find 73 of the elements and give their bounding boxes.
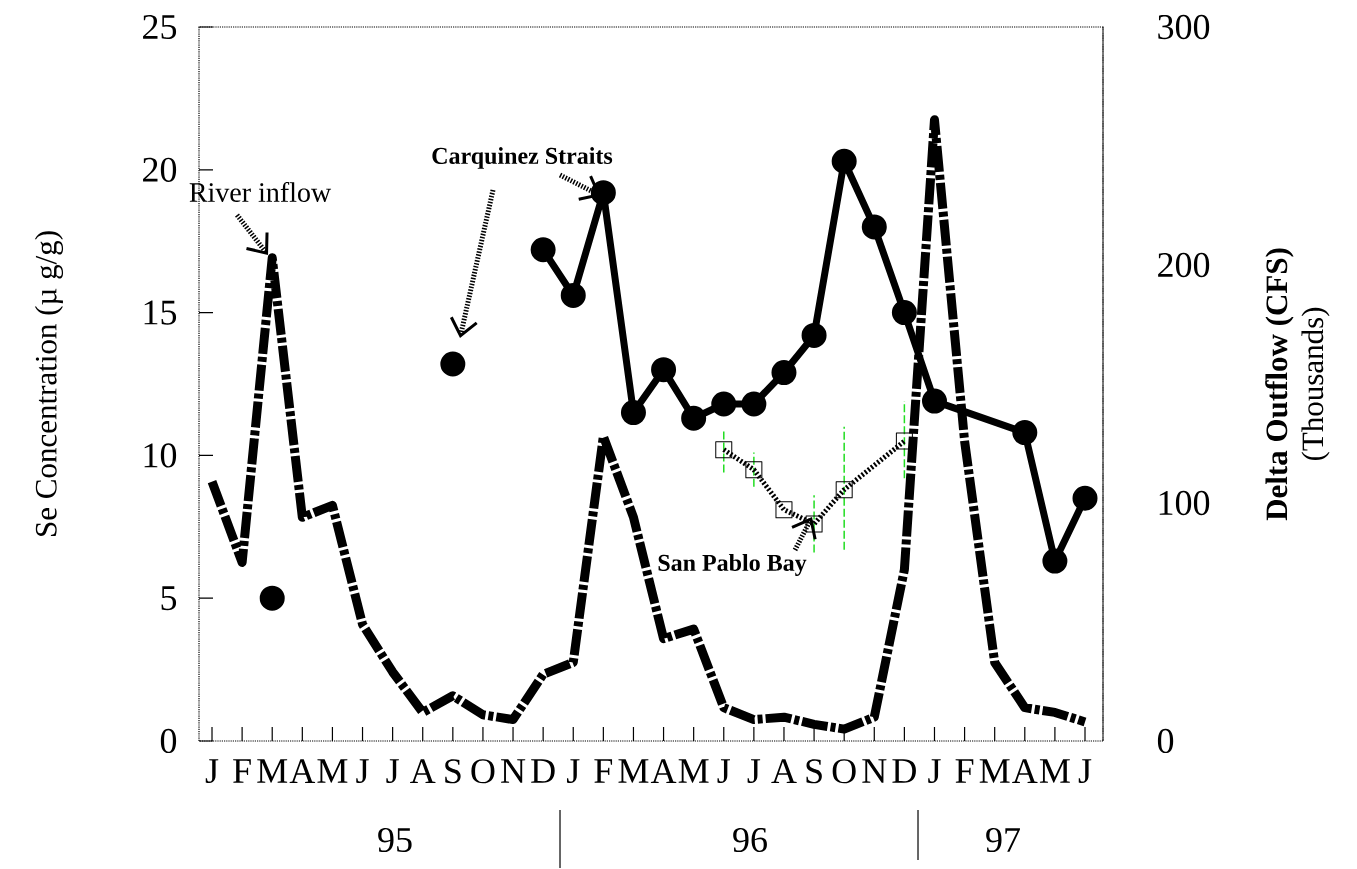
y-tick-label: 15 bbox=[144, 300, 177, 325]
y2-tick-label: 200 bbox=[1158, 252, 1210, 278]
x-tick-label: M bbox=[257, 759, 288, 783]
point bbox=[805, 515, 823, 533]
point bbox=[895, 432, 913, 450]
annotation: River inflow bbox=[189, 181, 332, 202]
x-tick-label: J bbox=[1078, 759, 1092, 784]
x-tick-label: D bbox=[531, 759, 555, 783]
point bbox=[711, 391, 737, 417]
x-tick-label: J bbox=[747, 759, 761, 784]
x-tick-label: A bbox=[771, 759, 797, 783]
point bbox=[835, 481, 853, 499]
point bbox=[771, 360, 797, 386]
y2-tick-label: 100 bbox=[1159, 490, 1210, 516]
point bbox=[530, 237, 556, 263]
y-tick-label: 25 bbox=[143, 14, 177, 40]
x-tick-label: J bbox=[717, 759, 731, 784]
x-tick-label: N bbox=[501, 759, 526, 783]
annotation: San Pablo Bay bbox=[658, 554, 807, 576]
x-tick-label: A bbox=[289, 759, 316, 783]
x-tick-label: S bbox=[806, 759, 822, 784]
point bbox=[741, 391, 767, 417]
x-tick-label: F bbox=[955, 759, 974, 783]
point bbox=[861, 214, 887, 240]
point bbox=[620, 400, 646, 426]
point bbox=[775, 501, 793, 519]
y2-tick-label: 0 bbox=[1157, 728, 1174, 754]
x-tick-label: J bbox=[928, 759, 941, 784]
x-tick-label: F bbox=[233, 759, 251, 783]
x-tick-label: M bbox=[317, 759, 348, 783]
point bbox=[681, 405, 707, 431]
x-tick-label: F bbox=[594, 759, 613, 783]
point bbox=[921, 388, 947, 414]
x-tick-label: D bbox=[892, 759, 916, 783]
x-tick-label: A bbox=[1012, 759, 1038, 783]
point bbox=[259, 585, 285, 611]
x-tick-label: J bbox=[205, 759, 219, 784]
x-tick-label: J bbox=[386, 759, 399, 784]
x-tick-label: S bbox=[445, 759, 461, 784]
x-tick-label: N bbox=[862, 759, 887, 783]
x-tick-label: M bbox=[1039, 759, 1070, 783]
point bbox=[440, 351, 466, 377]
y-tick-label: 0 bbox=[160, 728, 177, 754]
x-tick-label: A bbox=[410, 759, 436, 783]
x-tick-label: J bbox=[567, 759, 580, 784]
y-tick-label: 20 bbox=[143, 157, 177, 182]
y-axis-title: Se Concentration (µ g/g) bbox=[34, 231, 64, 536]
x-tick-label: J bbox=[356, 759, 369, 784]
point bbox=[560, 282, 586, 308]
y-tick-label: 10 bbox=[144, 443, 177, 468]
point bbox=[1072, 485, 1098, 511]
y2-tick-label: 300 bbox=[1158, 14, 1210, 40]
point bbox=[1042, 548, 1068, 574]
x-tick-label: M bbox=[678, 759, 709, 783]
point bbox=[831, 148, 857, 174]
text: 97 bbox=[986, 827, 1020, 853]
x-tick-label: O bbox=[832, 759, 856, 784]
point bbox=[891, 300, 917, 326]
point bbox=[801, 322, 827, 348]
x-tick-label: O bbox=[471, 759, 495, 784]
point bbox=[590, 180, 616, 206]
point bbox=[1012, 420, 1038, 446]
y2-axis-title: Delta Outflow (CFS) (Thousands) bbox=[1265, 248, 1330, 521]
point bbox=[651, 357, 677, 383]
annotation: Carquinez Straits bbox=[432, 147, 613, 169]
x-tick-label: A bbox=[650, 759, 677, 783]
text: 95 bbox=[378, 827, 412, 853]
x-tick-label: M bbox=[618, 759, 649, 783]
y-tick-label: 5 bbox=[161, 586, 177, 611]
x-tick-label: M bbox=[979, 759, 1010, 783]
point bbox=[745, 461, 763, 479]
text: 96 bbox=[733, 827, 767, 853]
point bbox=[715, 441, 733, 459]
